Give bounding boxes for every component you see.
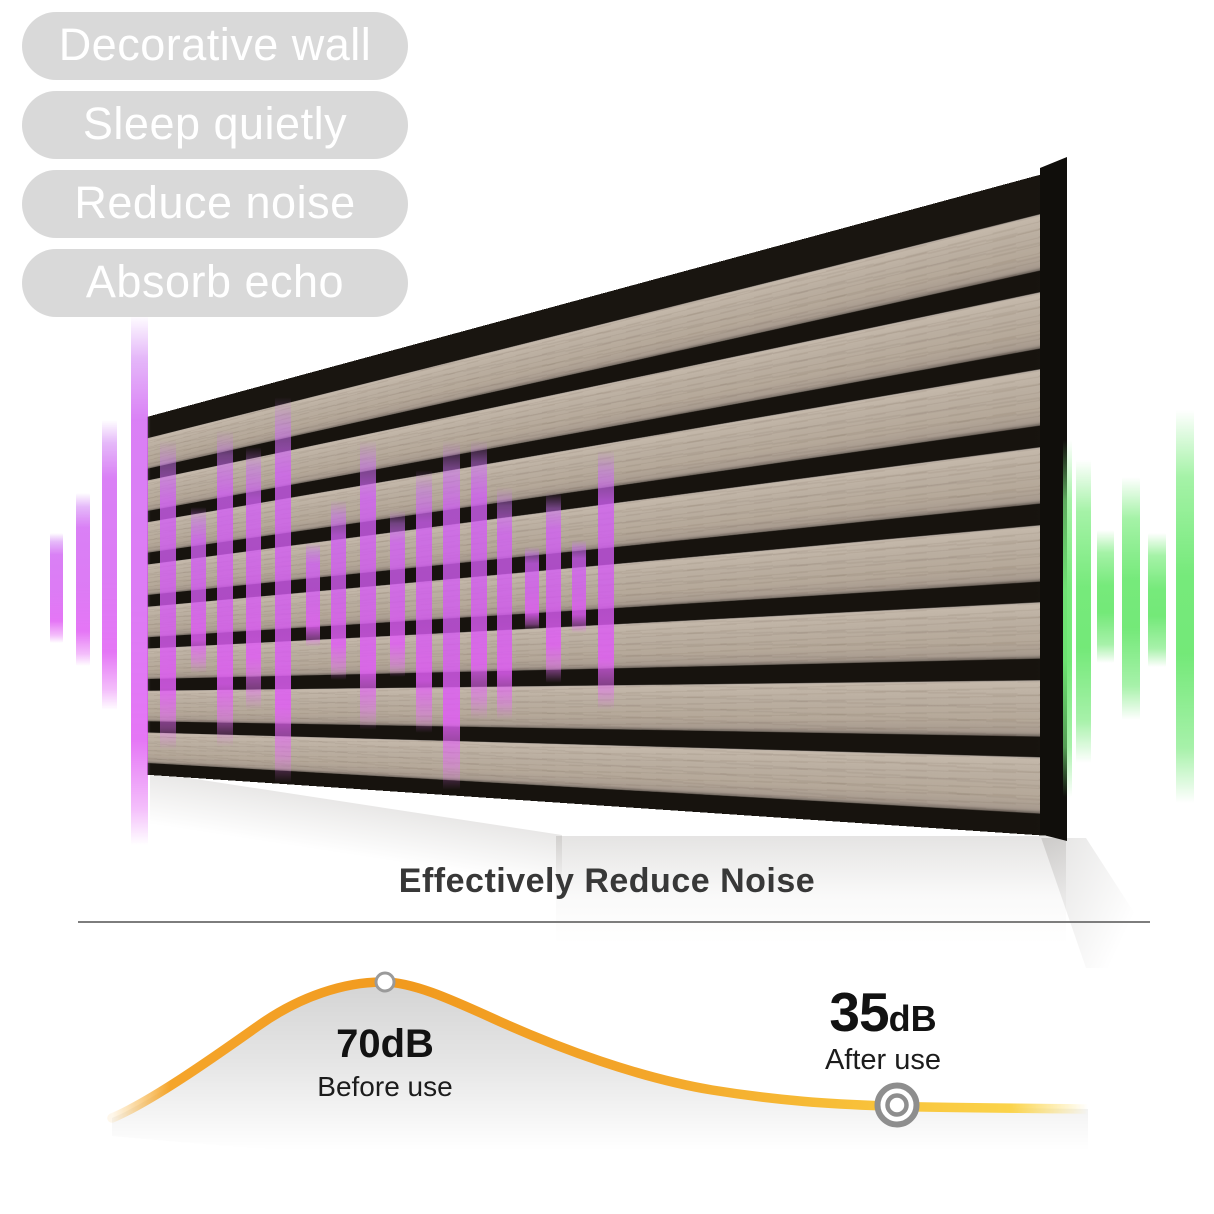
sound-bar-incoming [275, 397, 291, 783]
sound-bar-incoming [102, 420, 117, 710]
chart-area-fill [112, 982, 1088, 1164]
sound-bar-incoming [306, 543, 320, 647]
sound-bar-incoming [497, 487, 512, 720]
sound-bar-outgoing [1176, 410, 1194, 803]
sound-bar-incoming [217, 430, 233, 747]
sound-bar-outgoing [1097, 530, 1114, 663]
sound-bar-incoming [50, 533, 63, 643]
sound-bar-incoming [546, 493, 561, 683]
after-value-unit: dB [888, 998, 937, 1039]
sound-bar-incoming [390, 510, 405, 677]
sound-bar-incoming [443, 440, 460, 790]
after-annotation: 35dB After use [778, 980, 988, 1077]
badge-absorb-echo: Absorb echo [22, 249, 408, 317]
after-value: 35dB [778, 980, 988, 1044]
sound-bar-incoming [598, 450, 614, 710]
sound-bar-outgoing [1063, 440, 1072, 797]
section-caption: Effectively Reduce Noise [398, 862, 816, 900]
sound-bar-outgoing [1076, 460, 1091, 763]
feature-badges: Decorative wall Sleep quietly Reduce noi… [22, 12, 408, 328]
horizontal-divider [78, 921, 1150, 923]
sound-bar-incoming [416, 470, 432, 733]
noise-reduction-chart [107, 971, 1093, 1164]
after-value-number: 35 [829, 981, 889, 1043]
before-label: Before use [317, 1071, 453, 1102]
sound-bar-incoming [160, 440, 176, 750]
panel-reflection-main [556, 836, 1066, 944]
panel-felt-side-edge [1040, 157, 1067, 841]
before-value: 70dB [336, 1022, 434, 1066]
sound-bar-incoming [525, 547, 539, 630]
badge-sleep-quietly: Sleep quietly [22, 91, 408, 159]
badge-reduce-noise: Reduce noise [22, 170, 408, 238]
sound-bar-incoming [360, 440, 376, 730]
sound-bar-incoming [331, 500, 346, 680]
after-marker [874, 1082, 920, 1128]
sound-bar-incoming [471, 440, 487, 720]
sound-bar-outgoing [1122, 477, 1140, 720]
sound-bar-incoming [572, 540, 586, 633]
after-label: After use [824, 1044, 942, 1076]
sound-bar-incoming [246, 447, 261, 710]
sound-bar-incoming [76, 493, 90, 666]
peak-marker [374, 971, 396, 993]
sound-bar-outgoing [1148, 533, 1166, 667]
sound-bar-incoming [131, 315, 148, 845]
before-annotation: 70dB Before use [285, 1022, 485, 1103]
sound-bar-incoming [191, 507, 206, 673]
badge-decorative-wall: Decorative wall [22, 12, 408, 80]
